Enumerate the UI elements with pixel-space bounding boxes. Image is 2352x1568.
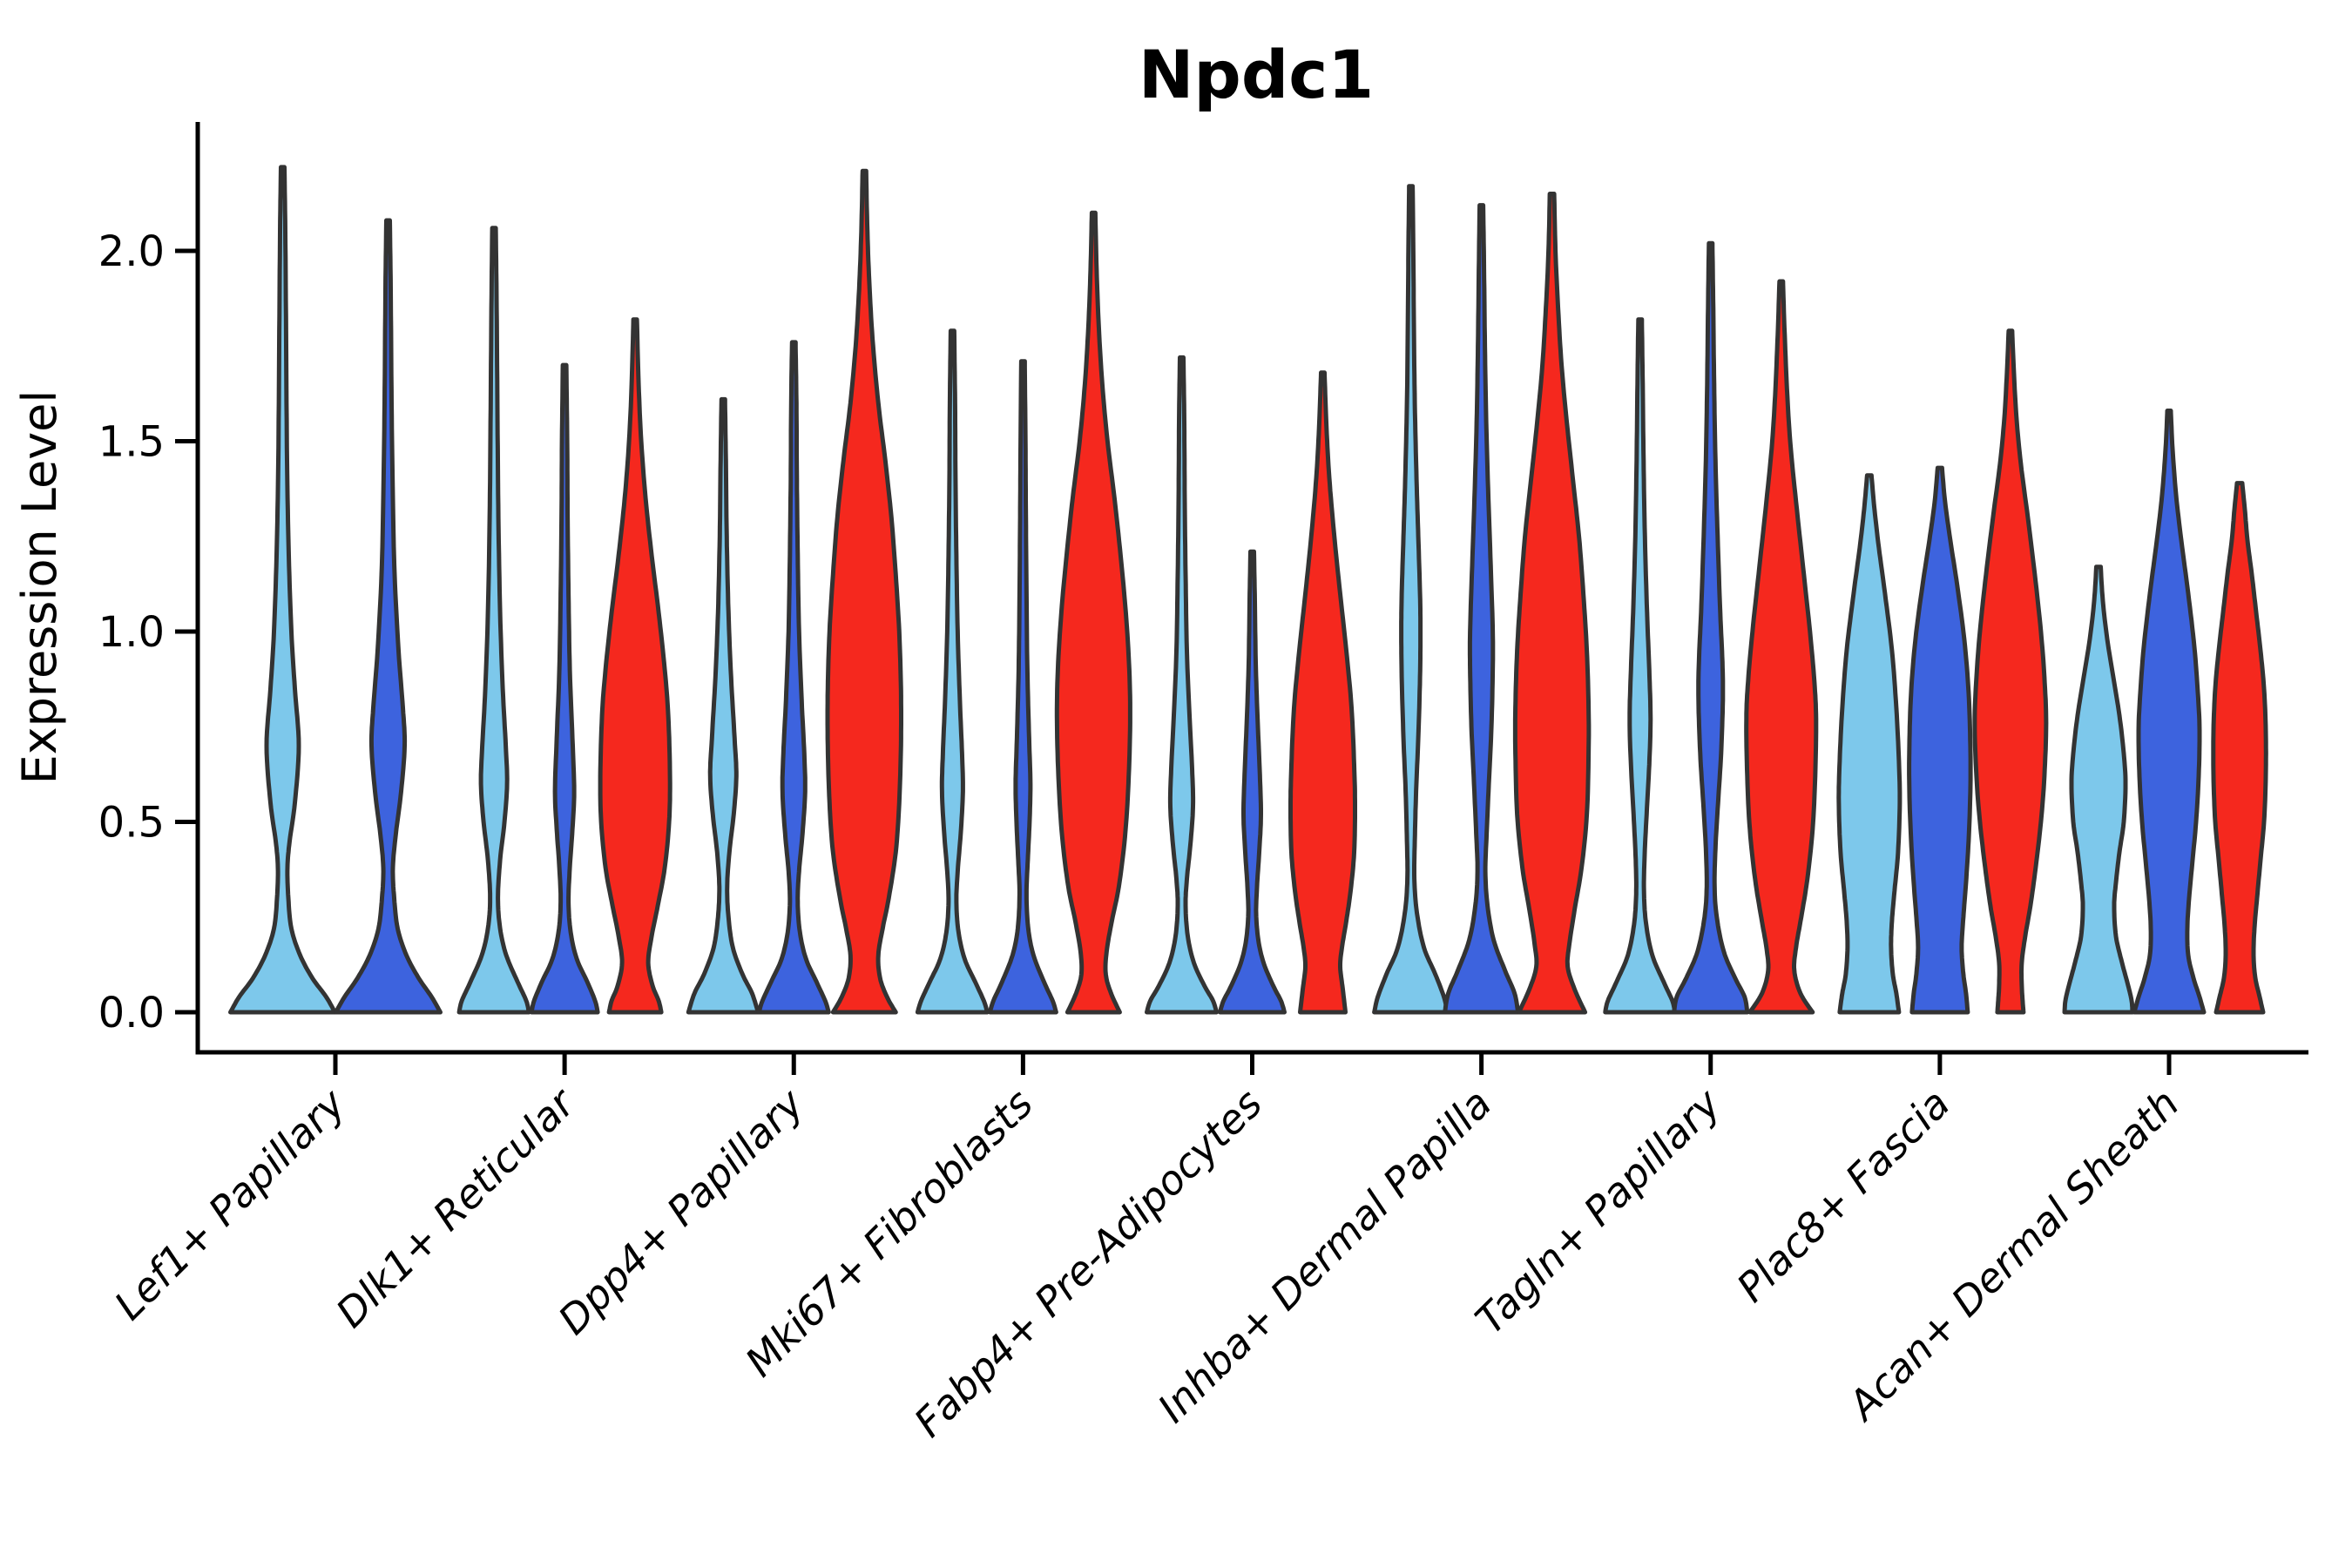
violin-lightblue <box>456 226 531 1015</box>
violin-darkblue <box>529 362 600 1015</box>
y-axis-label: Expression Level <box>12 390 67 785</box>
violin-red <box>1054 210 1132 1015</box>
chart-title: Npdc1 <box>1139 36 1374 113</box>
violin-lightblue <box>228 165 337 1015</box>
violin-red <box>1512 192 1592 1015</box>
violin-red <box>598 317 672 1015</box>
violin-lightblue <box>2062 564 2135 1015</box>
y-tick-label: 0.0 <box>98 989 165 1037</box>
y-tick-label: 1.0 <box>98 608 165 657</box>
y-tick-label: 2.0 <box>98 227 165 276</box>
violin-lightblue <box>915 328 990 1015</box>
violin-lightblue <box>686 396 760 1015</box>
violin-red <box>1972 328 2049 1015</box>
violin-darkblue <box>2132 409 2207 1015</box>
violin-lightblue <box>1603 317 1678 1015</box>
violin-red <box>1744 279 1819 1015</box>
y-tick-label: 1.5 <box>98 418 165 467</box>
violin-darkblue <box>1672 240 1750 1015</box>
violin-lightblue <box>1145 355 1219 1015</box>
violin-darkblue <box>334 218 443 1015</box>
violin-lightblue <box>1372 184 1450 1015</box>
violin-darkblue <box>1443 203 1521 1015</box>
violin-darkblue <box>1907 465 1973 1015</box>
y-tick-label: 0.5 <box>98 799 165 848</box>
violin-red <box>1288 370 1357 1015</box>
violin-darkblue <box>1218 549 1287 1015</box>
violin-red <box>2211 481 2268 1015</box>
violin-red <box>825 168 903 1015</box>
violin-darkblue <box>987 359 1058 1015</box>
violin-darkblue <box>756 340 831 1015</box>
violin-lightblue <box>1836 473 1903 1015</box>
